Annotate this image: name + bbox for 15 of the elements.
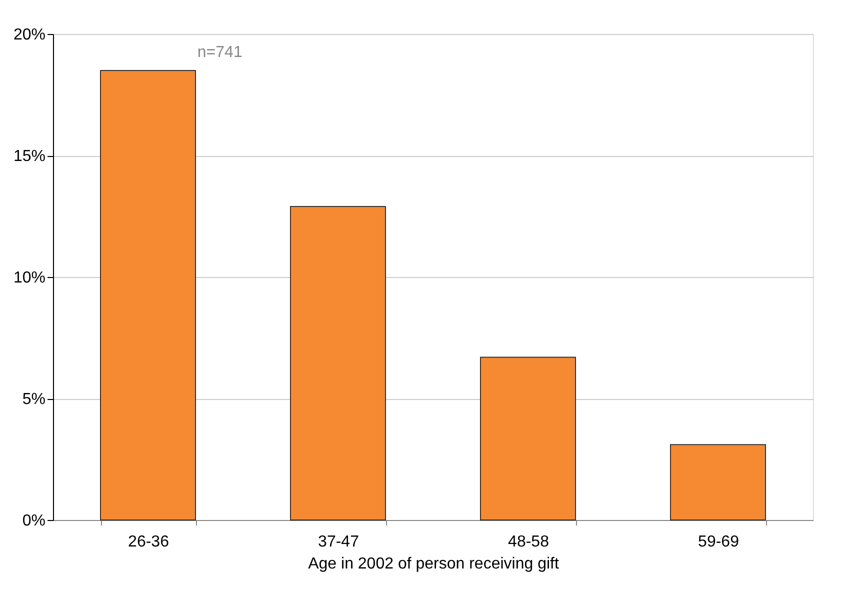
y-tick-label: 20% [13,26,46,44]
x-axis-title: Age in 2002 of person receiving gift [308,556,560,572]
x-tick-label: 48-58 [508,534,550,550]
bar [100,70,196,520]
x-tick-label: 26-36 [128,534,170,550]
y-tick-label: 0% [22,512,46,530]
annotation: n=741 [197,44,242,61]
x-tick-label: 59-69 [698,534,740,550]
bar [670,444,766,520]
bar [290,206,386,520]
bar [480,356,576,520]
y-tick-label: 5% [22,391,46,408]
y-tick-label: 10% [13,270,46,286]
y-tick-label: 15% [13,148,46,165]
x-tick-label: 37-47 [318,534,360,550]
